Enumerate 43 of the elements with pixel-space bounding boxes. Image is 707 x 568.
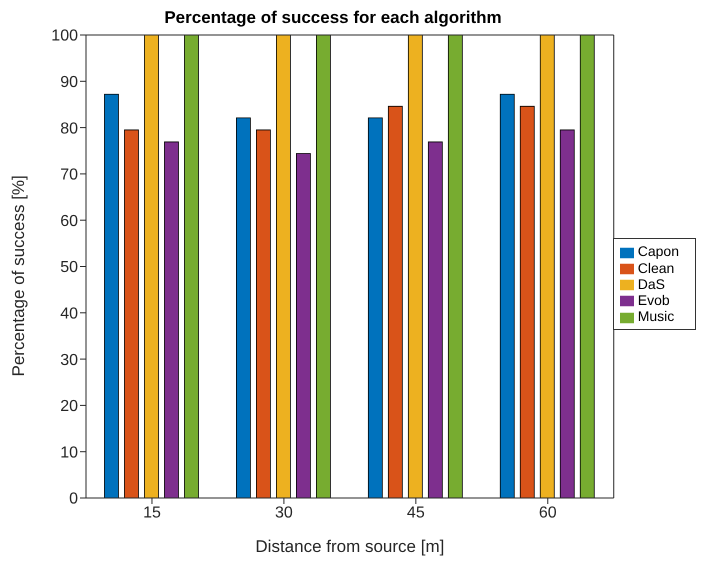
y-axis-title: Percentage of success [%] <box>9 175 28 376</box>
bar <box>388 106 403 498</box>
bar <box>500 94 515 498</box>
bar <box>296 153 311 498</box>
bar <box>124 130 139 498</box>
bar <box>560 130 575 498</box>
y-tick-label: 20 <box>60 398 78 416</box>
bar <box>144 35 159 498</box>
bar <box>316 35 331 498</box>
legend-label: Clean <box>638 260 674 276</box>
y-tick-label: 100 <box>51 28 78 45</box>
y-tick-label: 40 <box>60 305 78 322</box>
y-tick-label: 80 <box>60 120 78 138</box>
y-tick-label: 50 <box>60 259 78 276</box>
bar <box>520 106 535 498</box>
x-tick-label: 30 <box>275 504 293 522</box>
bar <box>580 35 595 498</box>
y-tick-label: 0 <box>69 490 78 508</box>
bar <box>184 35 199 498</box>
x-tick-label: 60 <box>538 504 557 522</box>
legend-label: Evob <box>638 292 670 308</box>
bar <box>408 35 423 498</box>
x-tick-label: 45 <box>406 504 425 522</box>
bar <box>164 142 179 498</box>
legend-label: Capon <box>638 243 679 260</box>
bar <box>276 35 291 498</box>
bar <box>104 94 119 498</box>
bar <box>428 142 443 498</box>
x-axis-title: Distance from source [m] <box>255 537 444 556</box>
bar <box>540 35 555 498</box>
x-tick-label: 15 <box>143 504 161 522</box>
y-tick-label: 60 <box>60 212 78 230</box>
legend-label: Music <box>638 308 674 324</box>
y-tick-label: 30 <box>60 352 78 369</box>
y-tick-label: 90 <box>60 74 78 91</box>
y-tick-label: 70 <box>60 166 78 184</box>
bar <box>236 117 251 498</box>
legend-label: DaS <box>638 276 665 292</box>
bar <box>256 130 271 498</box>
y-tick-label: 10 <box>60 444 78 462</box>
bar <box>448 35 463 498</box>
bar <box>368 117 383 498</box>
chart-title: Percentage of success for each algorithm <box>163 8 503 28</box>
